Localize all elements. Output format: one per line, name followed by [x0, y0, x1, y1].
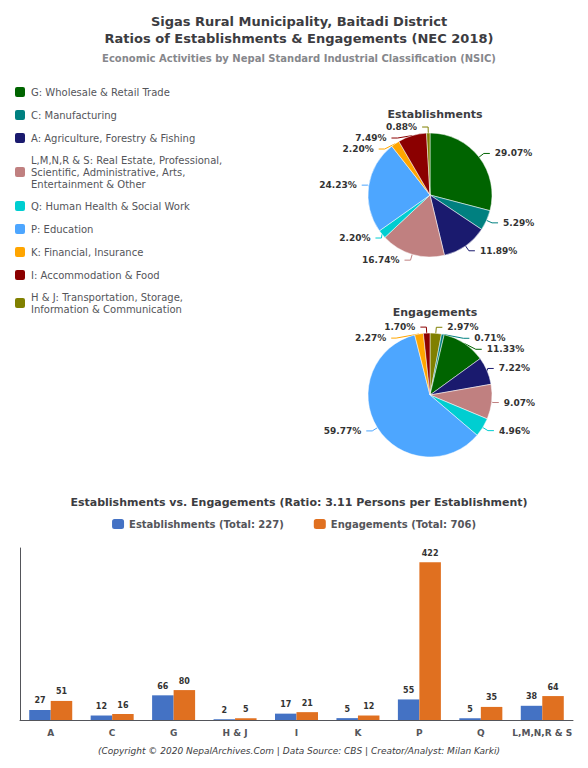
svg-text:12: 12 [363, 702, 374, 711]
svg-text:51: 51 [56, 687, 68, 696]
svg-text:P: P [416, 728, 423, 738]
svg-text:2.20%: 2.20% [339, 233, 370, 243]
svg-text:2.27%: 2.27% [355, 333, 386, 343]
svg-text:64: 64 [547, 683, 559, 692]
svg-text:Establishments (Total: 227): Establishments (Total: 227) [129, 519, 284, 530]
svg-text:0.71%: 0.71% [474, 333, 505, 343]
svg-text:16: 16 [117, 701, 129, 710]
svg-text:422: 422 [422, 549, 439, 558]
svg-text:Entertainment & Other: Entertainment & Other [31, 179, 147, 190]
svg-text:Economic Activities by Nepal S: Economic Activities by Nepal Standard In… [102, 53, 496, 64]
svg-text:4.96%: 4.96% [499, 426, 530, 436]
svg-text:H & J: H & J [223, 728, 248, 738]
svg-text:2: 2 [222, 706, 228, 715]
svg-text:27: 27 [34, 696, 45, 705]
svg-text:80: 80 [179, 677, 191, 686]
svg-text:11.33%: 11.33% [487, 344, 525, 354]
svg-text:P: Education: P: Education [31, 224, 93, 235]
svg-text:L,M,N,R & S: Real Estate, Prof: L,M,N,R & S: Real Estate, Professional, [31, 155, 222, 166]
svg-text:L,M,N,R & S: L,M,N,R & S [512, 728, 572, 738]
svg-text:H & J: Transportation, Storage: H & J: Transportation, Storage, [31, 292, 183, 303]
svg-text:21: 21 [302, 699, 314, 708]
svg-text:Engagements (Total: 706): Engagements (Total: 706) [331, 519, 476, 530]
svg-text:66: 66 [157, 682, 169, 691]
svg-text:2.97%: 2.97% [447, 322, 478, 332]
svg-text:12: 12 [96, 702, 107, 711]
svg-text:Q: Q [477, 728, 485, 738]
svg-text:24.23%: 24.23% [319, 180, 357, 190]
svg-text:Scientific, Administrative, Ar: Scientific, Administrative, Arts, [31, 167, 185, 178]
svg-text:A: A [47, 728, 54, 738]
svg-text:59.77%: 59.77% [324, 426, 362, 436]
svg-text:C: Manufacturing: C: Manufacturing [31, 110, 117, 121]
svg-text:I: Accommodation & Food: I: Accommodation & Food [31, 270, 160, 281]
svg-text:11.89%: 11.89% [480, 246, 517, 256]
svg-text:A: Agriculture, Forestry & Fis: A: Agriculture, Forestry & Fishing [31, 133, 195, 144]
svg-text:Establishments: Establishments [387, 108, 483, 121]
svg-text:29.07%: 29.07% [495, 148, 533, 158]
svg-text:Engagements: Engagements [393, 306, 478, 319]
svg-text:K: K [354, 728, 362, 738]
svg-text:38: 38 [526, 692, 538, 701]
svg-text:0.88%: 0.88% [386, 122, 417, 132]
svg-text:5: 5 [344, 705, 350, 714]
svg-text:5: 5 [467, 705, 473, 714]
svg-text:9.07%: 9.07% [504, 398, 535, 408]
svg-text:5: 5 [243, 705, 249, 714]
svg-text:2.20%: 2.20% [342, 144, 373, 154]
svg-text:7.22%: 7.22% [499, 363, 530, 373]
svg-text:Ratios of Establishments & Eng: Ratios of Establishments & Engagements (… [105, 31, 494, 46]
svg-text:1.70%: 1.70% [384, 322, 415, 332]
svg-text:Q: Human Health & Social Work: Q: Human Health & Social Work [31, 201, 190, 212]
svg-text:17: 17 [280, 700, 291, 709]
svg-text:C: C [109, 728, 116, 738]
svg-text:Establishments vs. Engagements: Establishments vs. Engagements (Ratio: 3… [70, 496, 527, 509]
svg-text:35: 35 [486, 693, 498, 702]
svg-text:5.29%: 5.29% [503, 218, 534, 228]
svg-text:7.49%: 7.49% [355, 133, 386, 143]
svg-text:Sigas Rural Municipality, Bait: Sigas Rural Municipality, Baitadi Distri… [151, 14, 447, 29]
svg-text:G: Wholesale & Retail Trade: G: Wholesale & Retail Trade [31, 87, 170, 98]
svg-text:K: Financial, Insurance: K: Financial, Insurance [31, 247, 143, 258]
svg-text:Information & Communication: Information & Communication [31, 304, 182, 315]
svg-text:(Copyright © 2020 NepalArchive: (Copyright © 2020 NepalArchives.Com | Da… [98, 746, 500, 756]
svg-text:I: I [295, 728, 298, 738]
svg-text:16.74%: 16.74% [362, 255, 400, 265]
svg-text:55: 55 [403, 686, 415, 695]
svg-text:G: G [170, 728, 177, 738]
